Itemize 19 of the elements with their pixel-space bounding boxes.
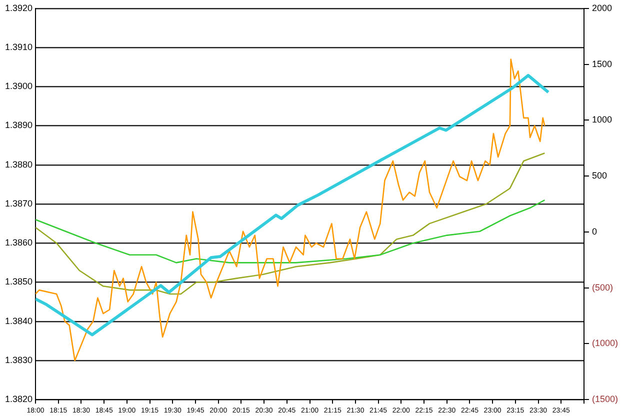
y2-tick-label: (500) bbox=[592, 282, 613, 292]
y2-tick-label: 0 bbox=[592, 226, 597, 236]
y-tick-label: 1.3890 bbox=[4, 120, 33, 130]
y-tick-label: 1.3840 bbox=[4, 316, 33, 326]
y2-tick-label: 2000 bbox=[592, 2, 612, 13]
y2-tick-label: (1000) bbox=[592, 338, 618, 348]
y-tick-label: 1.3910 bbox=[4, 42, 33, 52]
y2-tick-label: (1500) bbox=[592, 394, 618, 404]
y-tick-label: 1.3850 bbox=[4, 276, 33, 287]
y2-tick-label: 500 bbox=[592, 170, 608, 181]
y2-tick-label: 1500 bbox=[592, 58, 612, 69]
y-tick-label: 1.3820 bbox=[4, 394, 33, 404]
y-tick-label: 1.3900 bbox=[4, 81, 33, 92]
y-tick-label: 1.3830 bbox=[4, 354, 33, 365]
y-tick-label: 1.3920 bbox=[4, 2, 33, 13]
y-tick-label: 1.3870 bbox=[4, 198, 33, 208]
y-tick-label: 1.3880 bbox=[4, 159, 33, 170]
y-tick-label: 1.3860 bbox=[4, 238, 33, 248]
y2-tick-label: 1000 bbox=[592, 114, 612, 125]
